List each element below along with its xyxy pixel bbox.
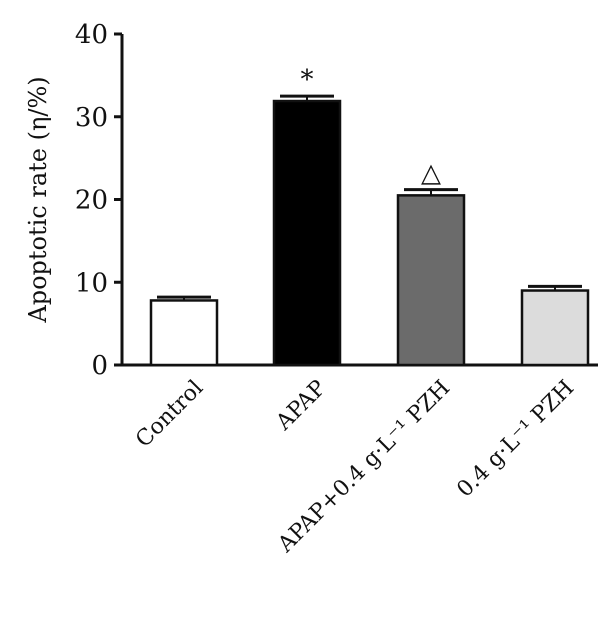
bar [396, 194, 466, 367]
y-ticks: 0 10 20 30 40 [75, 20, 122, 381]
y-axis-label: Apoptotic rate (η/%) [24, 76, 52, 323]
category-label: Control [131, 376, 208, 453]
annotations: *△ [301, 65, 442, 189]
bar [149, 299, 219, 367]
category-label: APAP [271, 375, 331, 435]
bars [149, 99, 590, 367]
y-tick-label: 10 [75, 268, 108, 298]
bar [272, 99, 342, 367]
y-tick-label: 40 [75, 20, 108, 50]
y-tick-label: 20 [75, 186, 108, 216]
error-bars [157, 94, 582, 301]
significance-marker: * [301, 65, 314, 95]
y-tick-label: 30 [75, 103, 108, 133]
bar [520, 289, 590, 367]
significance-marker: △ [421, 159, 441, 189]
category-label: 0.4 g·L⁻¹ PZH [452, 376, 579, 503]
y-tick-label: 0 [91, 351, 108, 381]
